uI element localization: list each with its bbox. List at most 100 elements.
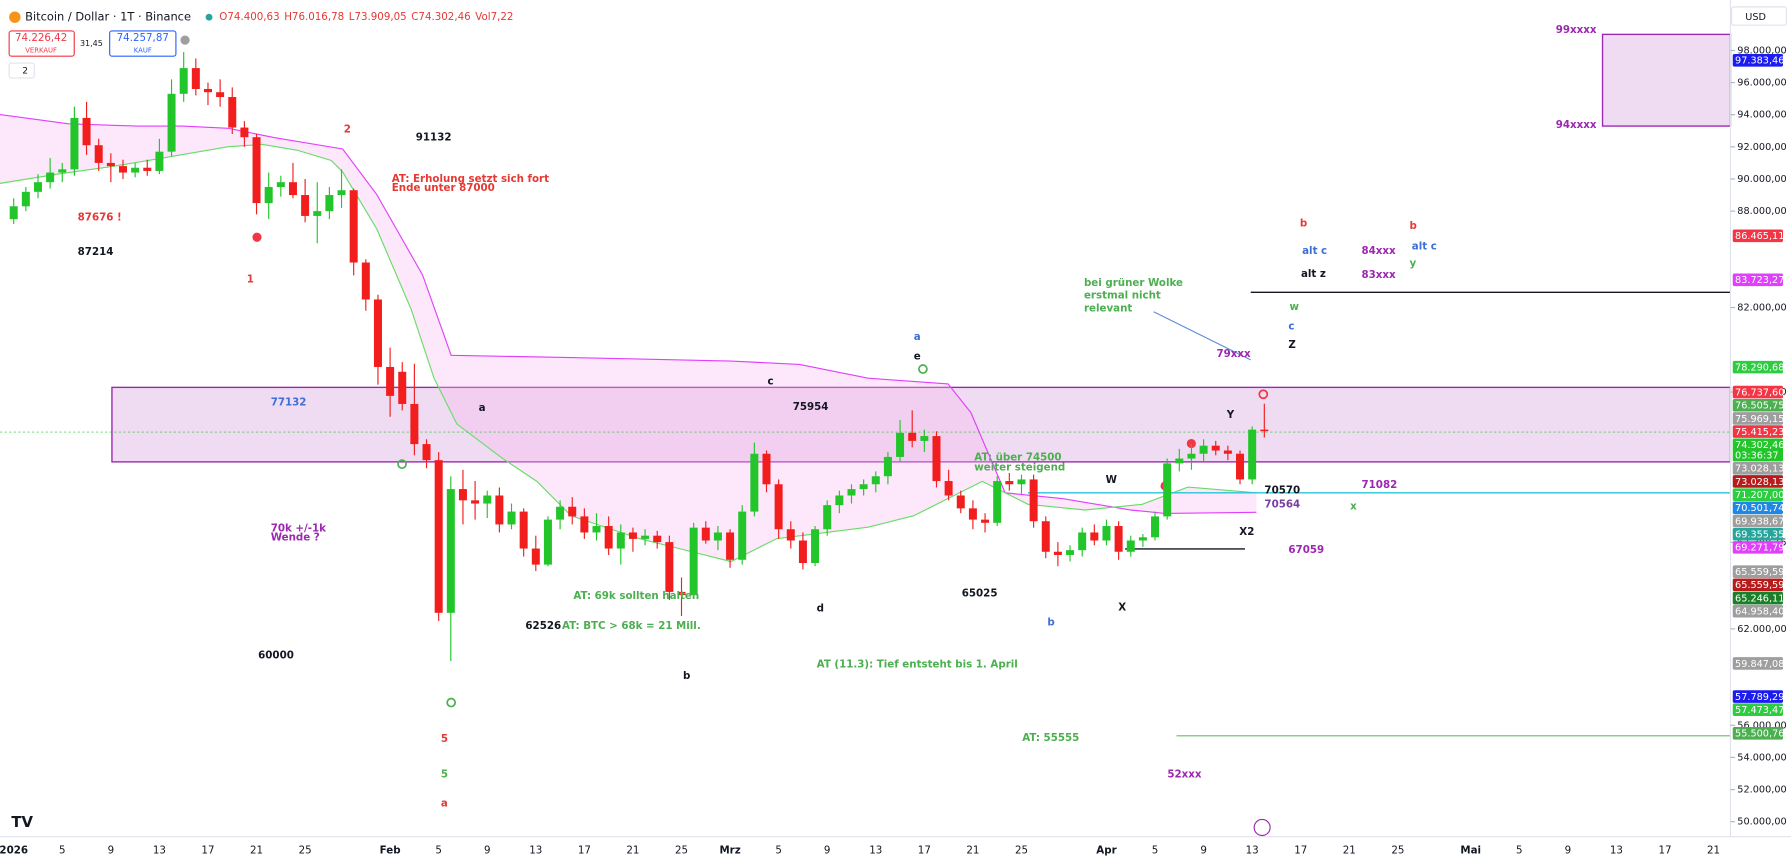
price-badge <box>1732 54 1784 67</box>
flash-icon[interactable] <box>1253 818 1271 837</box>
candle-body <box>738 511 747 560</box>
price-badge-label: 65.559,59 <box>1735 580 1784 591</box>
price-badge <box>1732 475 1784 488</box>
ohlc-value: H76.016,78 <box>284 11 344 23</box>
price-badge-label: 75.415,23 <box>1735 427 1784 438</box>
candle-body <box>70 117 79 170</box>
price-badge <box>1732 527 1784 541</box>
candle-body <box>920 436 929 441</box>
time-label: 17 <box>918 844 931 856</box>
price-badge <box>1732 690 1784 703</box>
marker <box>397 459 407 470</box>
candle-body <box>82 117 91 146</box>
price-badge-label: 65.246,11 <box>1735 593 1784 604</box>
time-label: 13 <box>153 844 166 856</box>
candle-body <box>1138 537 1147 541</box>
annotation: b <box>1047 616 1054 628</box>
indicator-toggle[interactable] <box>8 62 35 79</box>
annotation: 52xxx <box>1167 769 1202 781</box>
candle-body <box>616 532 625 549</box>
annotation: 1 <box>247 274 254 286</box>
price-badge <box>1732 461 1784 475</box>
cloud-line <box>0 114 1257 515</box>
annotation: 70570 <box>1264 485 1300 497</box>
candle-body <box>932 436 941 482</box>
candle-body <box>1248 429 1257 480</box>
price-badge-label: 73.028,13 <box>1735 477 1784 488</box>
candle-body <box>1090 532 1099 541</box>
price-badge <box>1732 514 1784 528</box>
candle-body <box>859 484 868 490</box>
candle-body <box>325 195 334 212</box>
candle-body <box>580 516 589 533</box>
candle-body <box>774 484 783 530</box>
symbol[interactable]: Bitcoin / Dollar · 1T · Binance <box>25 10 191 24</box>
indicator-count[interactable]: 2 <box>22 67 28 77</box>
candle-body <box>288 182 297 196</box>
buy-price[interactable]: 74.257,87 <box>117 32 169 44</box>
candle-body <box>228 97 237 128</box>
candle-body <box>665 542 674 592</box>
buy-label[interactable]: KAUF <box>134 46 152 54</box>
target-zone <box>1601 33 1732 127</box>
candle-body <box>1005 481 1014 485</box>
candle-body <box>847 489 856 496</box>
price-badge-label: 86.465,11 <box>1735 231 1784 242</box>
price-tick-label: 92.000,00 <box>1737 142 1786 153</box>
time-label: 5 <box>59 844 66 856</box>
candle-body <box>471 500 480 504</box>
time-label: Apr <box>1096 844 1117 856</box>
candle-body <box>179 68 188 94</box>
coin-icon <box>9 11 21 23</box>
candle-body <box>1078 532 1087 551</box>
currency[interactable]: USD <box>1745 12 1766 23</box>
candle-body <box>1114 526 1123 552</box>
time-label: 13 <box>1246 844 1259 856</box>
currency-button[interactable] <box>1731 6 1788 26</box>
price-tick-label: 88.000,00 <box>1737 206 1786 217</box>
sell-price[interactable]: 74.226,42 <box>15 32 67 44</box>
annotation: Y <box>1226 409 1235 421</box>
annotation: 79xxx <box>1216 348 1251 360</box>
candle-body <box>1041 521 1050 552</box>
candle-body <box>143 167 152 171</box>
price-badge <box>1732 541 1784 554</box>
zone <box>111 386 1732 463</box>
annotation: AT: Erholung setzt sich fort <box>392 173 549 185</box>
annotation: d <box>817 603 824 615</box>
sell-label[interactable]: VERKAUF <box>25 46 57 54</box>
time-label: 25 <box>1391 844 1404 856</box>
candle-body <box>944 481 953 496</box>
annotation: 60000 <box>258 650 294 662</box>
annotation: 65025 <box>962 588 998 600</box>
time-label: 21 <box>966 844 979 856</box>
annotation: alt c <box>1302 245 1327 257</box>
candle-body <box>1017 479 1026 485</box>
time-label: Mrz <box>719 844 740 856</box>
candle-body <box>701 527 710 541</box>
annotation: c <box>1288 321 1294 333</box>
annotation: Wende ? <box>271 532 320 544</box>
price-badge-label: 65.559,59 <box>1735 567 1784 578</box>
annotation: b <box>1409 220 1416 232</box>
candle-body <box>1175 458 1184 464</box>
price-badge-label: 71.207,00 <box>1735 490 1784 501</box>
candle-body <box>993 481 1002 523</box>
status-dot <box>205 13 213 21</box>
price-badge <box>1732 229 1784 243</box>
price-badge-label: 73.028,13 <box>1735 464 1784 475</box>
sell-button[interactable] <box>8 30 75 57</box>
price-tick-label: 94.000,00 <box>1737 110 1786 121</box>
annotation: AT: über 74500 <box>974 451 1061 463</box>
candle-body <box>373 299 382 367</box>
annotation: b <box>683 670 690 682</box>
candle-body <box>313 211 322 216</box>
price-badge <box>1732 360 1784 374</box>
price-tick-label: 98.000,00 <box>1737 45 1786 56</box>
price-badge-label: 55.500,76 <box>1735 729 1784 740</box>
candle-body <box>33 182 42 192</box>
candle-body <box>871 476 880 485</box>
time-label: 21 <box>1707 844 1720 856</box>
time-label: 13 <box>529 844 542 856</box>
buy-button[interactable] <box>109 30 177 57</box>
